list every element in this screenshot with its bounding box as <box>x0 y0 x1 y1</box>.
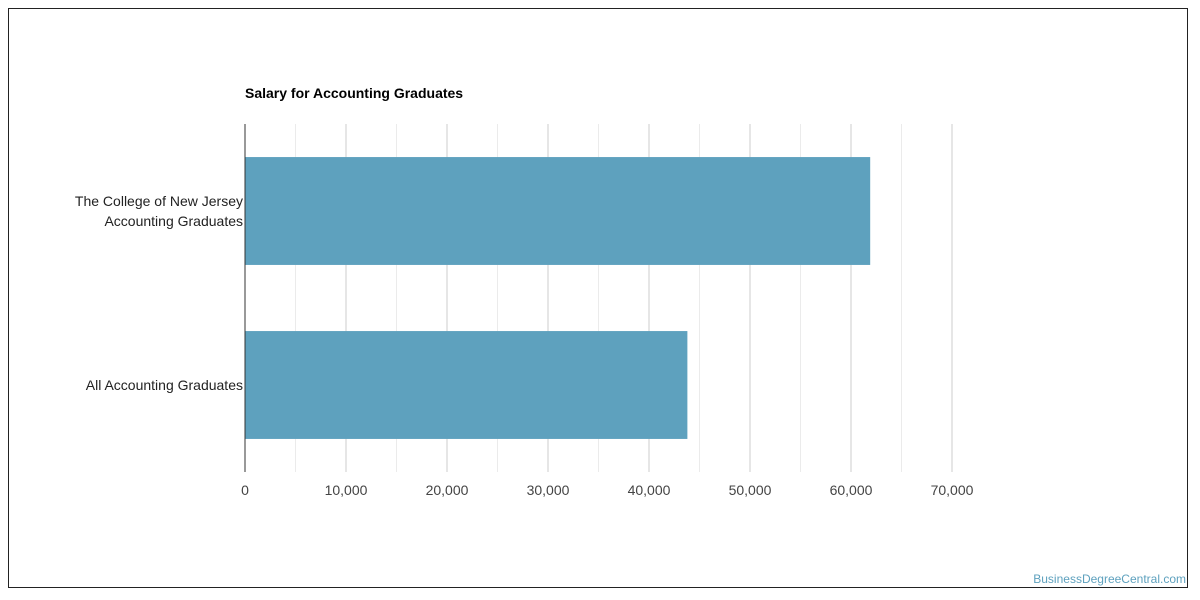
bar <box>245 157 871 265</box>
x-tick-labels: 0 10,000 20,000 30,000 40,000 50,000 60,000 70,… <box>241 482 974 498</box>
bars <box>245 157 871 439</box>
x-tick-label: 20,000 <box>426 482 469 498</box>
category-label-line: All Accounting Graduates <box>86 377 243 393</box>
x-tick-label: 10,000 <box>325 482 368 498</box>
x-tick-label: 60,000 <box>830 482 873 498</box>
chart-title: Salary for Accounting Graduates <box>245 85 464 101</box>
category-label: The College of New Jersey Accounting Grad… <box>75 193 243 229</box>
category-label-line: The College of New Jersey <box>75 193 243 209</box>
x-tick-label: 0 <box>241 482 249 498</box>
x-tick-label: 70,000 <box>931 482 974 498</box>
bar <box>245 331 688 439</box>
watermark: BusinessDegreeCentral.com <box>1033 572 1186 586</box>
category-label-line: Accounting Graduates <box>104 213 243 229</box>
category-label: All Accounting Graduates <box>86 377 243 393</box>
x-tick-label: 40,000 <box>628 482 671 498</box>
category-labels: The College of New Jersey Accounting Grad… <box>75 193 243 393</box>
x-tick-label: 30,000 <box>527 482 570 498</box>
x-tick-label: 50,000 <box>729 482 772 498</box>
